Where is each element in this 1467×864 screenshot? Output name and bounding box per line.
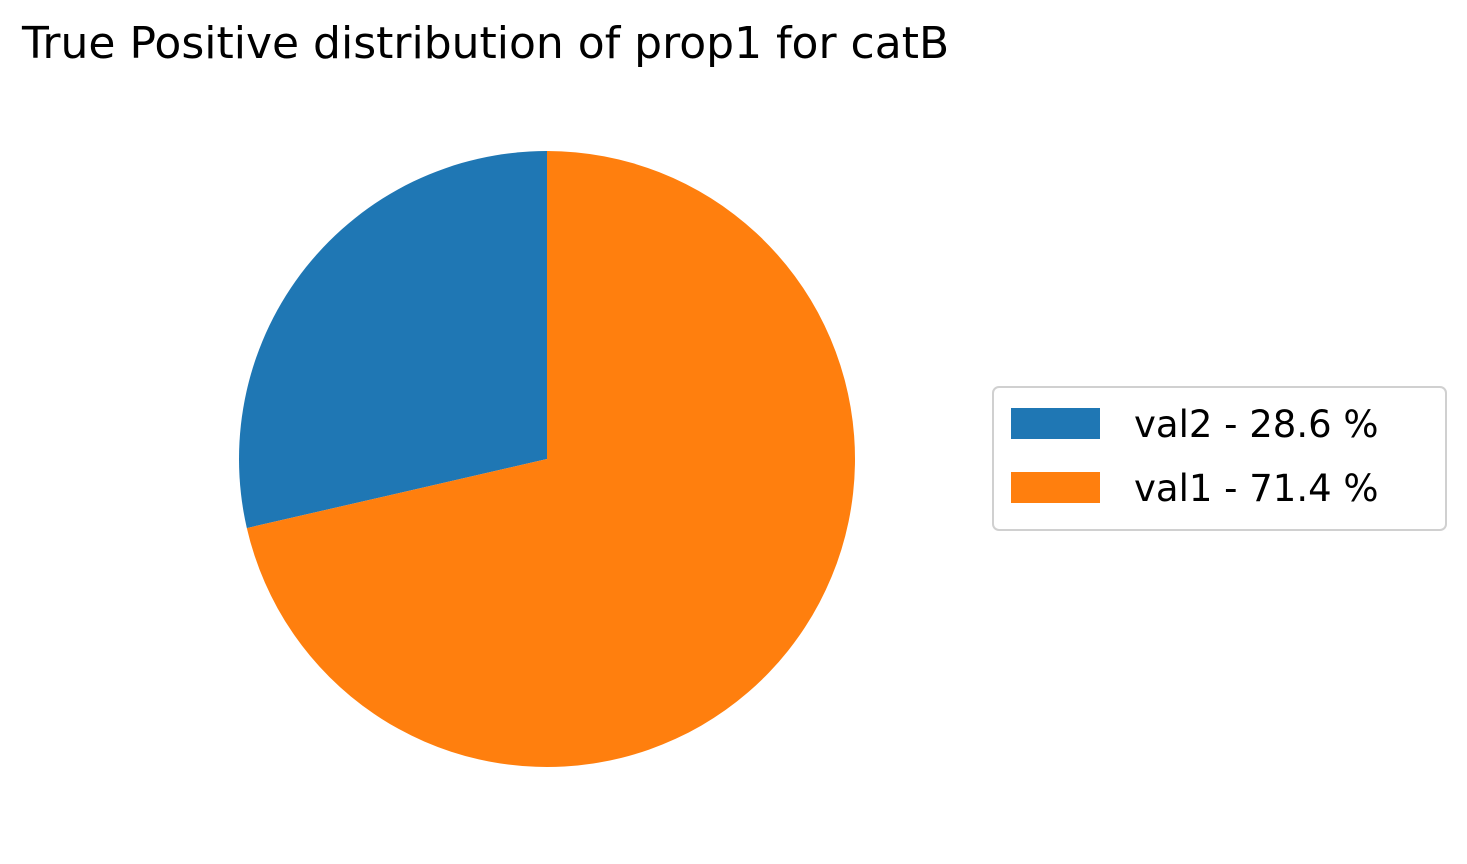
legend-frame — [992, 386, 1447, 531]
legend-label-val2: val2 - 28.6 % — [1134, 403, 1379, 446]
chart-title: True Positive distribution of prop1 for … — [21, 18, 949, 69]
legend-swatch-val2 — [1011, 408, 1100, 439]
pie-slice-val1 — [246, 151, 855, 767]
pie-slices — [238, 151, 855, 767]
legend: val2 - 28.6 % val1 - 71.4 % — [992, 386, 1447, 531]
legend-swatch-val1 — [1011, 472, 1100, 503]
legend-items: val2 - 28.6 % val1 - 71.4 % — [1011, 403, 1379, 510]
legend-label-val1: val1 - 71.4 % — [1134, 467, 1379, 510]
pie-slice-val2 — [238, 151, 547, 529]
